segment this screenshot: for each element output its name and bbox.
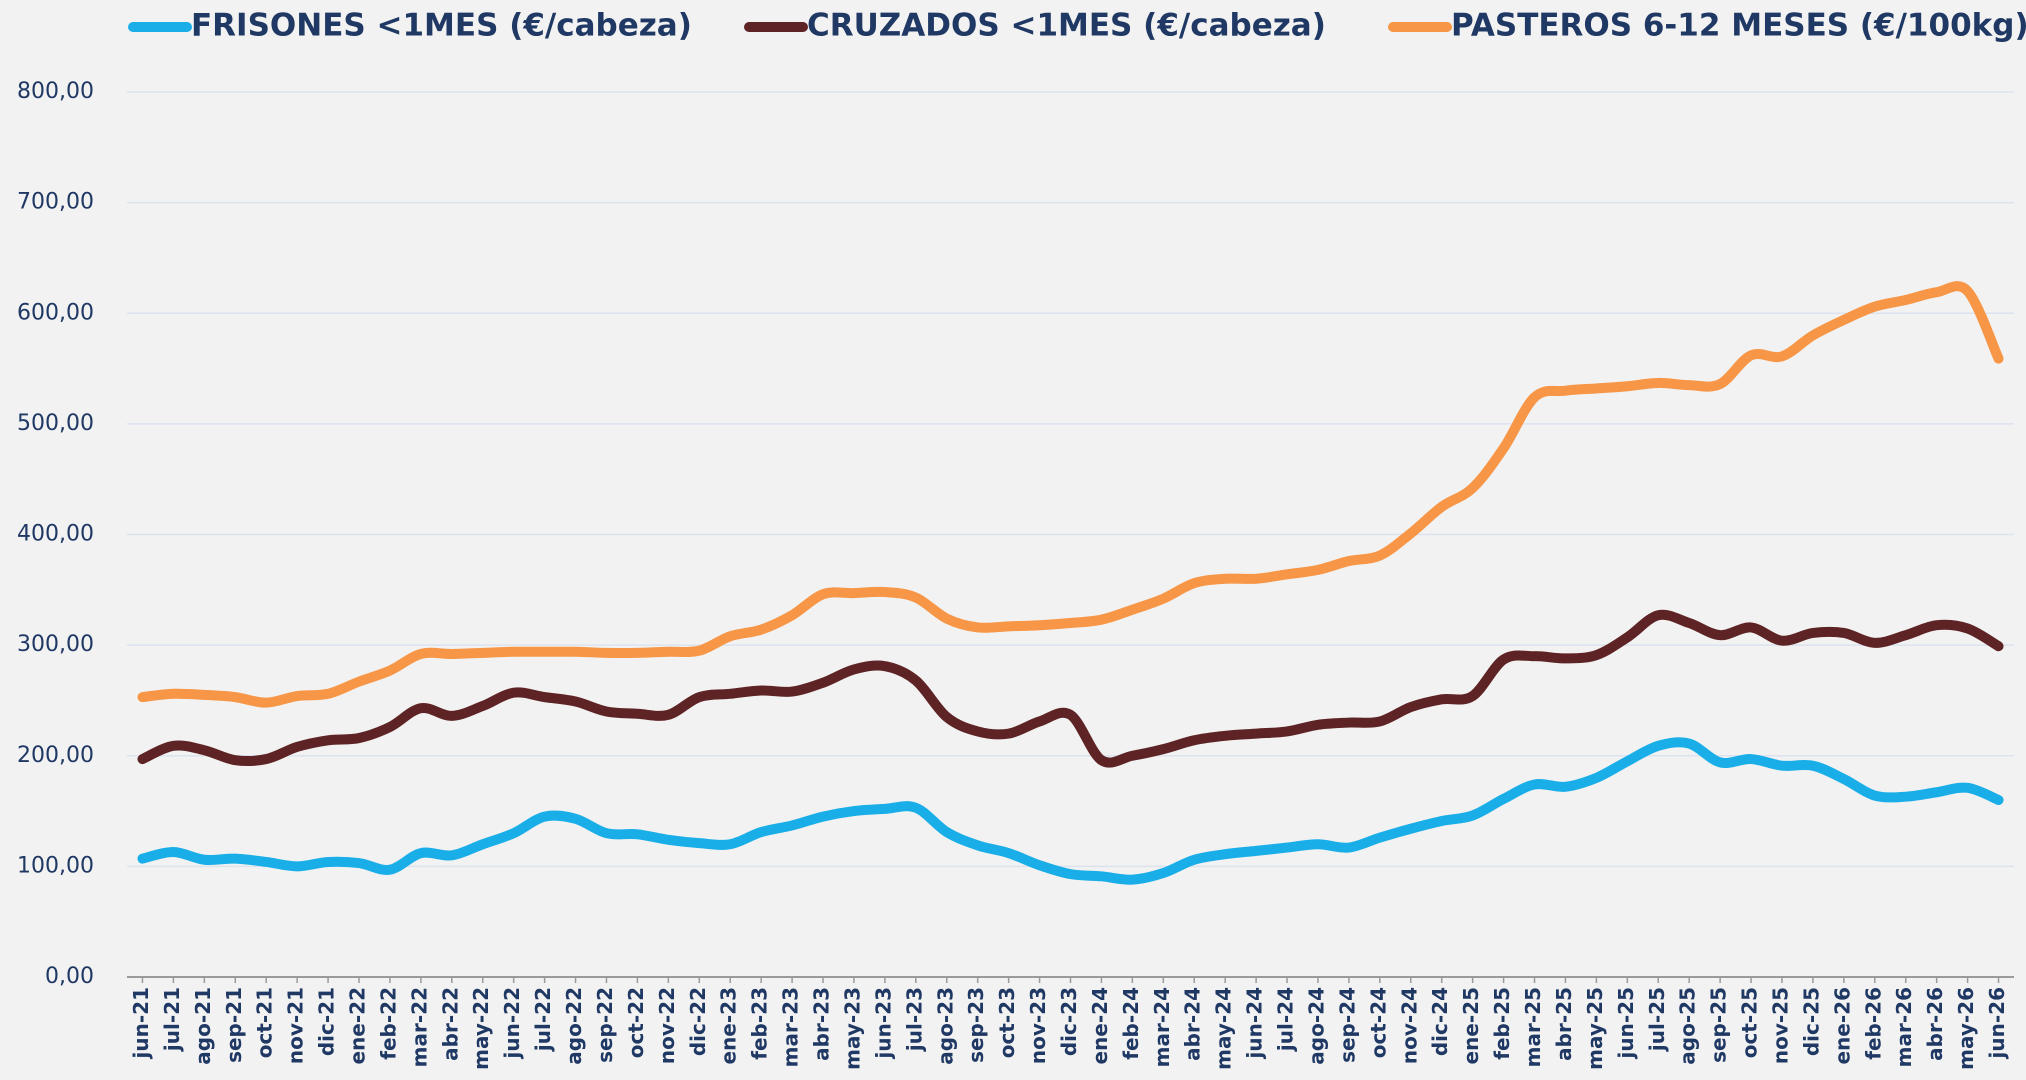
x-tick-label: jun-21 [129, 987, 153, 1059]
x-tick-label: mar-25 [1521, 987, 1545, 1067]
x-tick-label: ene-23 [717, 987, 741, 1065]
x-tick-label: jun-25 [1614, 987, 1638, 1059]
x-tick-label: mar-22 [407, 987, 431, 1067]
x-tick-label: sep-23 [964, 987, 988, 1063]
x-tick-label: nov-21 [284, 987, 308, 1064]
y-tick-label: 0,00 [45, 964, 94, 989]
legend-item: FRISONES <1MES (€/cabeza) [128, 8, 692, 44]
y-tick-label: 400,00 [17, 522, 94, 547]
y-tick-label: 200,00 [17, 743, 94, 768]
x-tick-label: dic-25 [1799, 987, 1823, 1056]
x-tick-label: may-24 [1212, 987, 1236, 1070]
x-tick-label: ago-25 [1676, 987, 1700, 1065]
y-tick-label: 300,00 [17, 632, 94, 657]
x-tick-label: jul-23 [902, 987, 926, 1052]
y-tick-label: 500,00 [17, 411, 94, 436]
x-tick-label: ene-26 [1830, 987, 1854, 1065]
x-tick-label: ene-25 [1459, 987, 1483, 1065]
x-tick-label: abr-26 [1923, 987, 1947, 1061]
x-tick-label: sep-25 [1707, 987, 1731, 1063]
x-tick-label: may-22 [469, 987, 493, 1070]
legend-item: PASTEROS 6-12 MESES (€/100kg) [1388, 8, 2026, 44]
x-tick-label: ene-22 [346, 987, 370, 1065]
x-tick-label: jul-22 [531, 987, 555, 1052]
x-tick-label: feb-22 [376, 987, 400, 1060]
x-tick-label: dic-22 [686, 987, 710, 1056]
y-tick-label: 800,00 [17, 79, 94, 104]
x-tick-label: feb-26 [1861, 987, 1885, 1060]
x-tick-label: jun-26 [1985, 987, 2009, 1059]
x-tick-label: abr-22 [438, 987, 462, 1061]
x-tick-label: ago-22 [562, 987, 586, 1065]
x-tick-label: jul-24 [1274, 987, 1298, 1052]
y-tick-label: 600,00 [17, 300, 94, 325]
x-tick-label: jun-23 [871, 987, 895, 1059]
x-tick-label: nov-25 [1768, 987, 1792, 1064]
x-tick-label: ago-23 [933, 987, 957, 1065]
legend-label: CRUZADOS <1MES (€/cabeza) [807, 8, 1326, 44]
x-tick-label: mar-24 [1150, 987, 1174, 1067]
x-tick-label: oct-23 [995, 987, 1019, 1058]
legend-label: PASTEROS 6-12 MESES (€/100kg) [1451, 8, 2026, 44]
x-tick-label: nov-22 [655, 987, 679, 1064]
x-tick-label: feb-25 [1490, 987, 1514, 1060]
x-tick-label: dic-23 [1057, 987, 1081, 1056]
x-tick-label: ago-24 [1304, 987, 1328, 1065]
x-tick-label: oct-22 [624, 987, 648, 1058]
x-tick-label: jul-21 [160, 987, 184, 1052]
x-tick-label: oct-24 [1366, 987, 1390, 1058]
x-tick-label: nov-23 [1026, 987, 1050, 1064]
x-tick-label: jun-22 [500, 987, 524, 1059]
x-tick-label: may-25 [1583, 987, 1607, 1070]
x-tick-label: ene-24 [1088, 987, 1112, 1065]
x-tick-label: abr-24 [1181, 987, 1205, 1061]
x-tick-label: abr-23 [810, 987, 834, 1061]
x-tick-label: mar-23 [779, 987, 803, 1067]
x-tick-label: sep-24 [1335, 987, 1359, 1063]
y-tick-label: 100,00 [17, 853, 94, 878]
x-tick-label: may-26 [1954, 987, 1978, 1070]
x-tick-label: feb-24 [1119, 987, 1143, 1060]
legend-item: CRUZADOS <1MES (€/cabeza) [744, 8, 1326, 44]
series-line [137, 737, 2004, 885]
x-tick-label: may-23 [840, 987, 864, 1070]
x-tick-label: jun-24 [1243, 987, 1267, 1059]
x-tick-label: ago-21 [191, 987, 215, 1065]
x-tick-label: dic-21 [315, 987, 339, 1056]
y-tick-label: 700,00 [17, 190, 94, 215]
x-tick-label: sep-21 [222, 987, 246, 1063]
x-tick-label: feb-23 [748, 987, 772, 1060]
series-line [137, 609, 2004, 768]
legend-label: FRISONES <1MES (€/cabeza) [191, 8, 692, 44]
x-tick-label: mar-26 [1892, 987, 1916, 1067]
x-tick-label: dic-24 [1428, 987, 1452, 1056]
x-tick-label: abr-25 [1552, 987, 1576, 1061]
x-tick-label: jul-25 [1645, 987, 1669, 1052]
x-tick-label: sep-22 [593, 987, 617, 1063]
x-tick-label: oct-21 [253, 987, 277, 1058]
x-tick-label: nov-24 [1397, 987, 1421, 1064]
x-tick-label: oct-25 [1738, 987, 1762, 1058]
series-line [137, 281, 2004, 708]
